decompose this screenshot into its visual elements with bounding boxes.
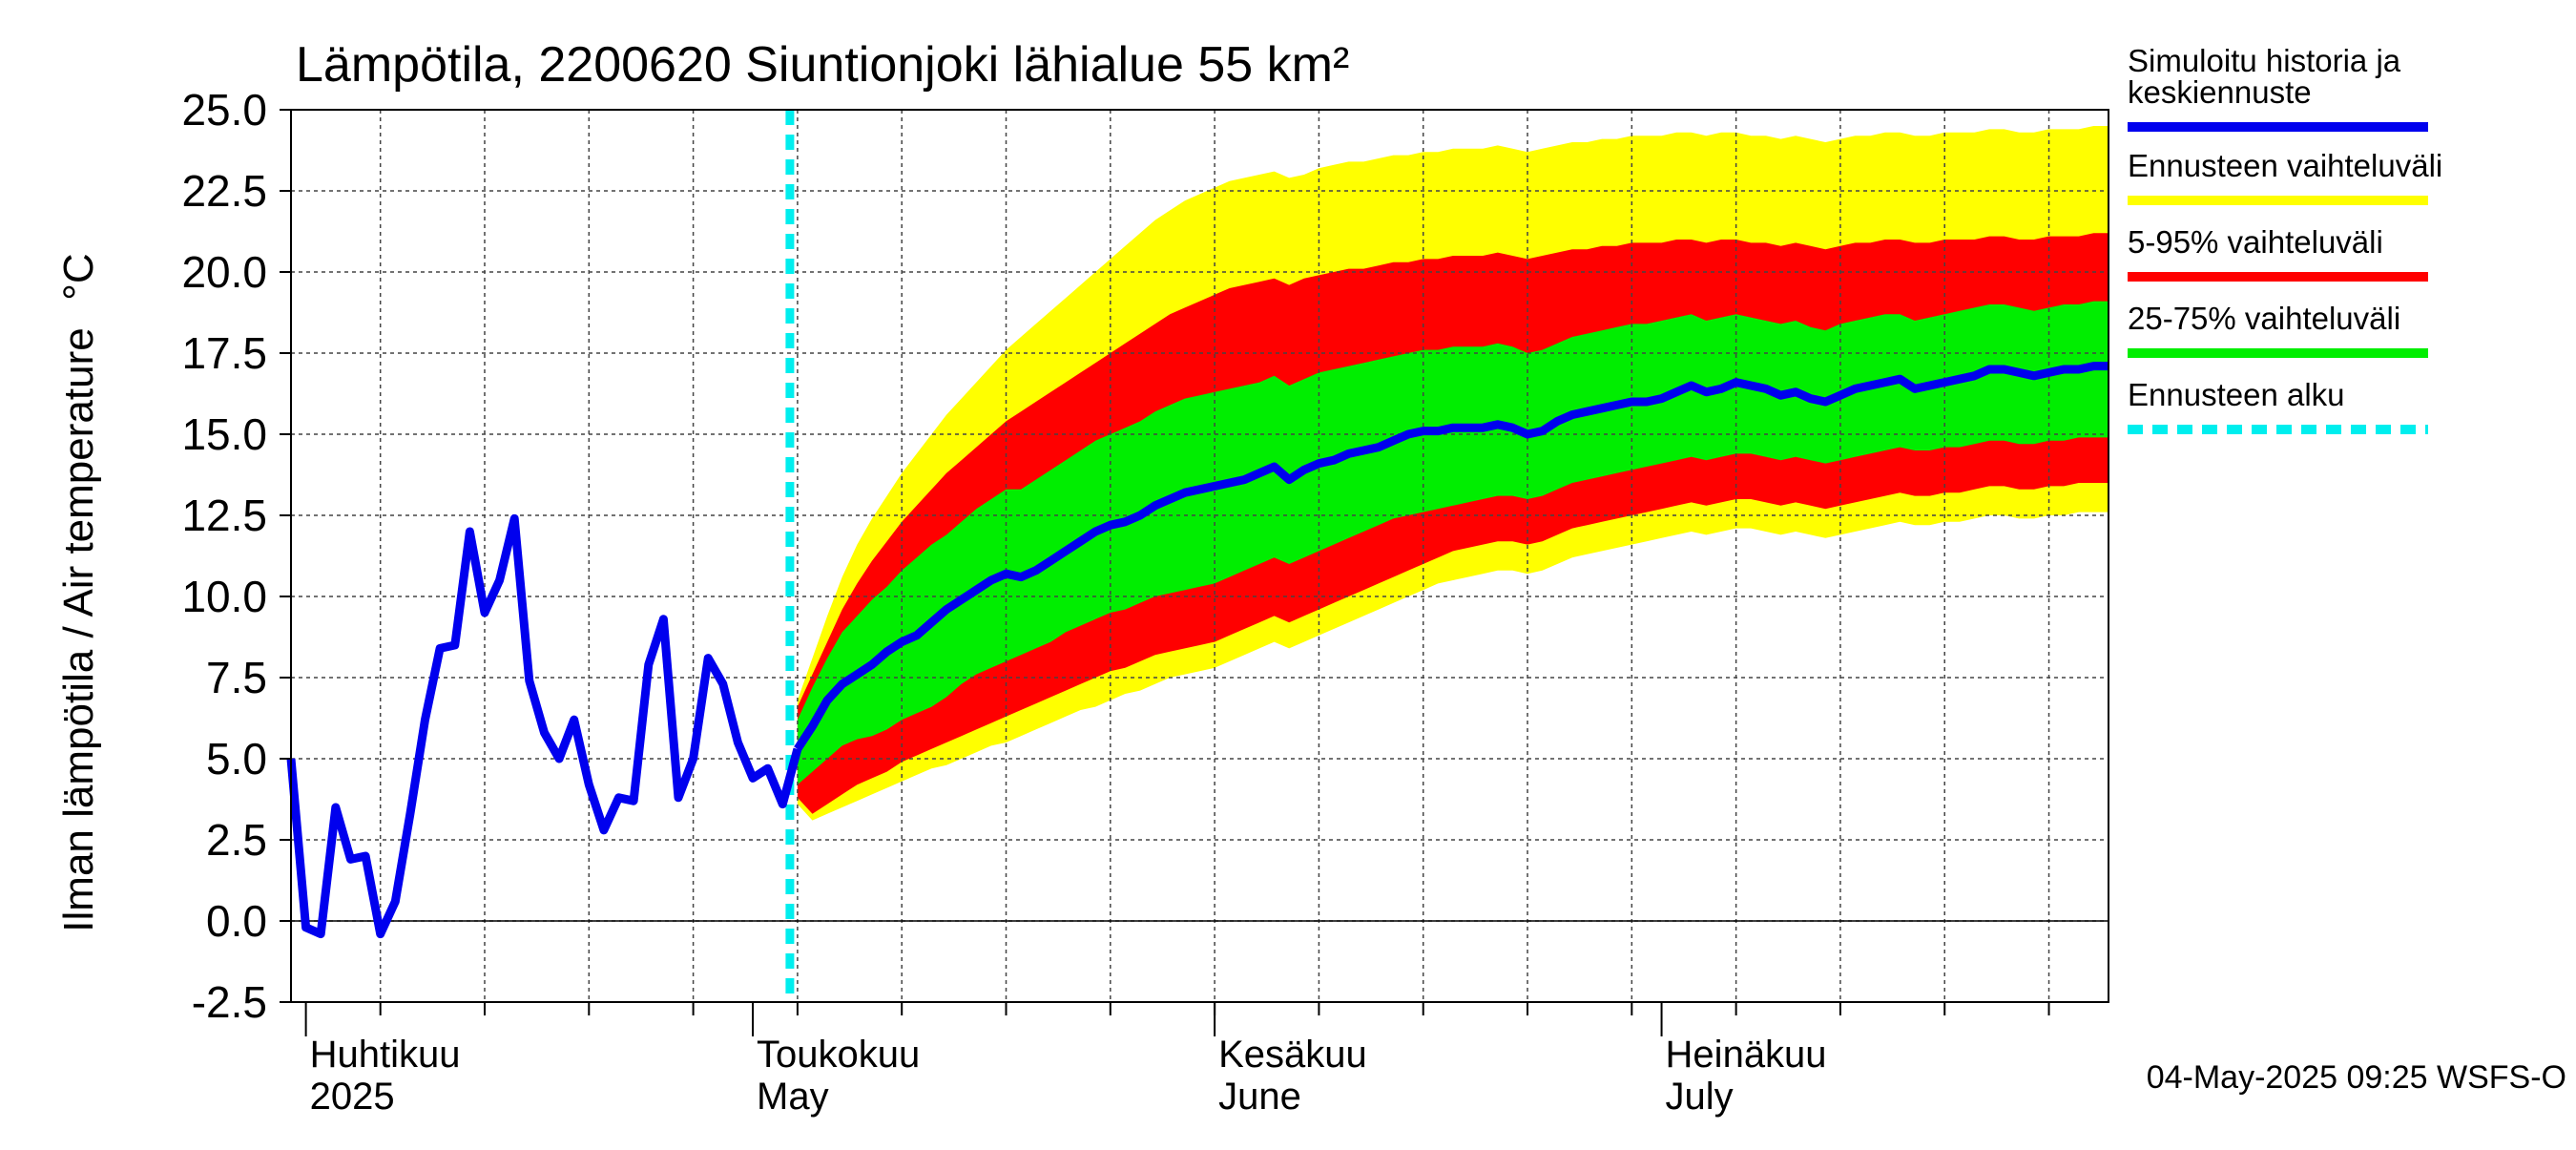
legend-label: Ennusteen vaihteluväli xyxy=(2128,148,2442,183)
axes: 25.0 22.5 20.0 17.5 15.0 12.5 10.0 7.5 5.0 2.5 0.0… xyxy=(181,85,2109,1118)
y-tick-label: 12.5 xyxy=(181,491,267,540)
y-tick-label: 20.0 xyxy=(181,247,267,297)
legend-label: Simuloitu historia ja xyxy=(2128,43,2401,78)
y-tick-label: 2.5 xyxy=(206,815,267,865)
y-tick-label: 25.0 xyxy=(181,85,267,135)
footer-timestamp: 04-May-2025 09:25 WSFS-O xyxy=(2147,1059,2566,1096)
y-tick-label: 7.5 xyxy=(206,653,267,702)
series-lines xyxy=(286,110,2109,1002)
legend-label: 25-75% vaihteluväli xyxy=(2128,301,2400,336)
x-month-sublabel: May xyxy=(757,1076,829,1118)
x-month-label: Kesäkuu xyxy=(1218,1034,1367,1076)
x-month-sublabel: July xyxy=(1666,1076,1734,1118)
legend-label: 5-95% vaihteluväli xyxy=(2128,224,2383,260)
y-tick-label: 22.5 xyxy=(181,166,267,216)
x-month-label: Heinäkuu xyxy=(1666,1034,1827,1076)
x-month-sublabel: 2025 xyxy=(310,1076,395,1118)
forecast-bands xyxy=(797,126,2109,821)
y-tick-label: -2.5 xyxy=(192,977,267,1027)
chart-title: Lämpötila, 2200620 Siuntionjoki lähialue… xyxy=(296,37,1349,93)
plot-frame xyxy=(290,109,2109,1003)
x-month-label: Huhtikuu xyxy=(310,1034,461,1076)
band-25-75 xyxy=(797,301,2109,785)
y-tick-label: 5.0 xyxy=(206,734,267,784)
legend-label: Ennusteen alku xyxy=(2128,377,2345,412)
x-month-sublabel: June xyxy=(1218,1076,1301,1118)
y-tick-label: 17.5 xyxy=(181,328,267,378)
y-tick-label: 15.0 xyxy=(181,409,267,459)
legend-label: keskiennuste xyxy=(2128,74,2312,110)
y-axis-label: Ilman lämpötila / Air temperature xyxy=(55,327,102,931)
y-tick-label: 10.0 xyxy=(181,572,267,621)
history-line xyxy=(286,513,802,939)
y-tick-label: 0.0 xyxy=(206,896,267,946)
y-axis-unit: °C xyxy=(55,253,102,300)
x-month-label: Toukokuu xyxy=(757,1034,920,1076)
median-forecast-line xyxy=(794,362,2109,752)
